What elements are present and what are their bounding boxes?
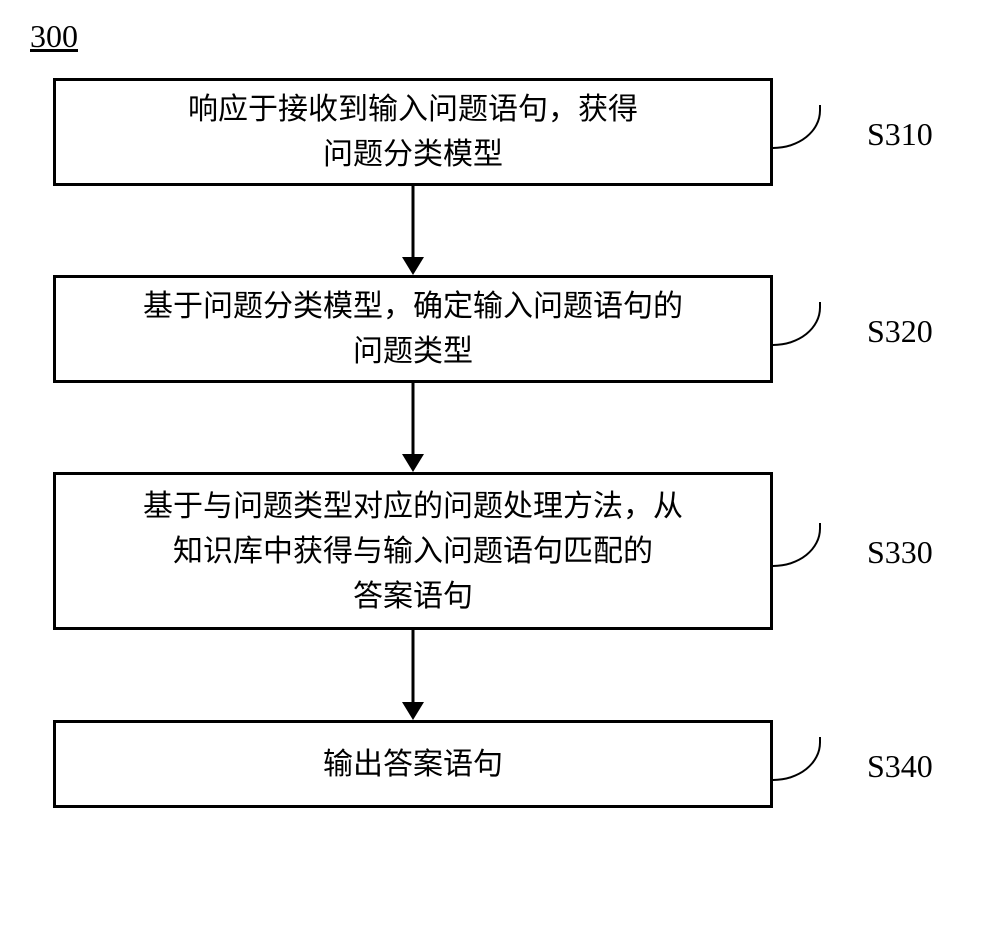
step-label-s330: S330 [867,534,933,571]
connector-s340 [773,737,821,781]
arrow-s330-s340 [393,630,433,720]
arrow-s310-s320 [393,186,433,275]
step-box-s320: 基于问题分类模型，确定输入问题语句的问题类型 [53,275,773,383]
connector-s320 [773,302,821,346]
flowchart-canvas: 300 响应于接收到输入问题语句，获得问题分类模型 S310 基于问题分类模型，… [0,0,1000,927]
step-box-s340: 输出答案语句 [53,720,773,808]
arrow-s320-s330 [393,383,433,472]
connector-s310 [773,105,821,149]
step-text: 基于与问题类型对应的问题处理方法，从知识库中获得与输入问题语句匹配的答案语句 [143,484,683,619]
step-text: 基于问题分类模型，确定输入问题语句的问题类型 [143,284,683,374]
step-box-s330: 基于与问题类型对应的问题处理方法，从知识库中获得与输入问题语句匹配的答案语句 [53,472,773,630]
step-box-s310: 响应于接收到输入问题语句，获得问题分类模型 [53,78,773,186]
step-text: 输出答案语句 [323,742,503,787]
step-label-s320: S320 [867,313,933,350]
step-label-s310: S310 [867,116,933,153]
connector-s330 [773,523,821,567]
step-label-s340: S340 [867,748,933,785]
step-text: 响应于接收到输入问题语句，获得问题分类模型 [188,87,638,177]
figure-number: 300 [30,18,78,55]
